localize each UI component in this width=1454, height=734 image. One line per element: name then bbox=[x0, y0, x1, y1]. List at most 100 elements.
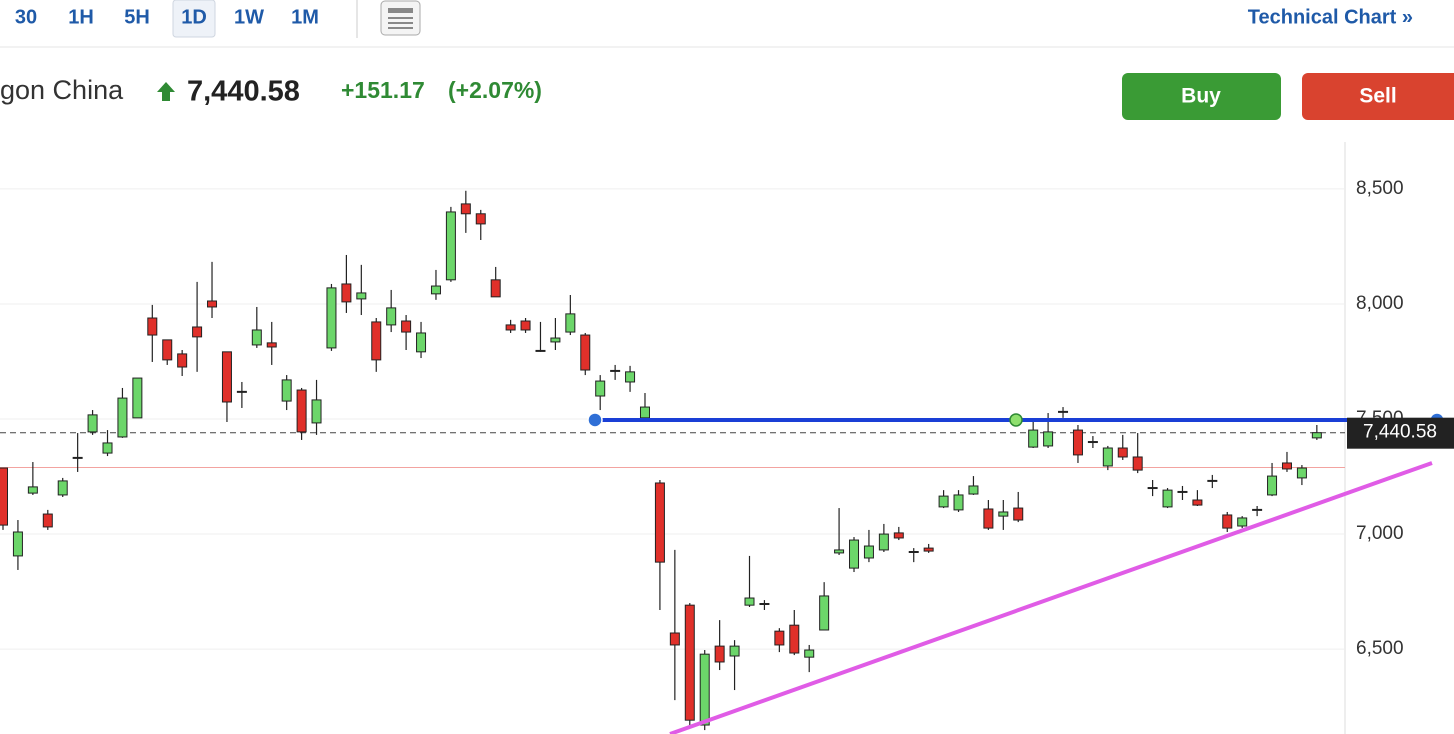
candle-body bbox=[849, 539, 860, 569]
candle-body bbox=[819, 595, 830, 631]
candle-body bbox=[938, 495, 949, 508]
candle-body bbox=[789, 624, 800, 654]
candle-body bbox=[192, 326, 203, 338]
up-arrow bbox=[157, 82, 175, 101]
candle-body bbox=[221, 351, 232, 403]
drawing-handle bbox=[587, 412, 603, 428]
candle-body bbox=[893, 532, 904, 539]
candle-body bbox=[595, 380, 606, 397]
technical-chart-link[interactable]: Technical Chart » bbox=[1248, 6, 1413, 28]
candle-body bbox=[565, 313, 576, 333]
candle-body bbox=[774, 630, 785, 646]
y-tick-label: 7,000 bbox=[1356, 523, 1404, 544]
candle-body bbox=[371, 321, 382, 361]
candle-body bbox=[341, 283, 352, 303]
buy-button[interactable]: Buy bbox=[1122, 73, 1281, 120]
candle-body bbox=[714, 645, 725, 663]
interval-button[interactable]: 1D bbox=[181, 6, 207, 28]
candle-body bbox=[460, 203, 471, 215]
candle-body bbox=[580, 334, 591, 371]
last-price-tag bbox=[1347, 417, 1454, 449]
interval-button[interactable]: 1H bbox=[68, 6, 94, 28]
sell-button[interactable]: Sell bbox=[1302, 73, 1454, 120]
candle-body bbox=[1192, 499, 1203, 506]
y-tick-label: 6,500 bbox=[1356, 638, 1404, 659]
candle-body bbox=[923, 547, 934, 552]
candle-body bbox=[490, 279, 501, 298]
buy-label: Buy bbox=[1181, 85, 1221, 108]
interval-button[interactable]: 1M bbox=[291, 6, 319, 28]
candle-body bbox=[87, 414, 98, 433]
candle-body bbox=[326, 287, 337, 349]
candle-body bbox=[1311, 432, 1322, 439]
interval-button[interactable]: 1W bbox=[234, 6, 264, 28]
candle-body bbox=[684, 604, 695, 721]
candle-body bbox=[1013, 507, 1024, 521]
candle-body bbox=[669, 632, 680, 646]
price: 7,440.58 bbox=[187, 76, 300, 108]
candle-body bbox=[162, 339, 173, 361]
candle-body bbox=[102, 442, 113, 454]
candle-body bbox=[1296, 467, 1307, 479]
layout-icon[interactable] bbox=[380, 0, 421, 36]
change-percent: (+2.07%) bbox=[448, 77, 542, 103]
candle-body bbox=[1028, 429, 1039, 448]
candle-body bbox=[57, 480, 68, 496]
candle-body bbox=[296, 389, 307, 433]
sell-label: Sell bbox=[1359, 85, 1396, 108]
interval-button[interactable]: 30 bbox=[15, 6, 37, 28]
candle-body bbox=[266, 342, 277, 348]
candle-body bbox=[1072, 429, 1083, 456]
candle-body bbox=[625, 371, 636, 383]
candle-body bbox=[132, 377, 143, 419]
candle-body bbox=[42, 513, 53, 528]
candle-body bbox=[804, 649, 815, 658]
candle-body bbox=[1267, 475, 1278, 496]
candle-body bbox=[729, 645, 740, 657]
candle-body bbox=[834, 549, 845, 554]
candle-body bbox=[416, 332, 427, 353]
candle-body bbox=[207, 300, 218, 308]
candle-body bbox=[998, 511, 1009, 517]
candle-body bbox=[968, 485, 979, 495]
candle-body bbox=[878, 533, 889, 551]
candle-body bbox=[1117, 447, 1128, 458]
candle-body bbox=[550, 337, 561, 343]
trend-line bbox=[669, 461, 1433, 734]
y-tick-label: 8,000 bbox=[1356, 293, 1404, 314]
candle-body bbox=[1237, 517, 1248, 527]
candle-body bbox=[639, 406, 650, 419]
candle-body bbox=[475, 213, 486, 225]
candle-body bbox=[699, 653, 710, 726]
candle-body bbox=[863, 545, 874, 559]
candle-body bbox=[386, 307, 397, 326]
candle-body bbox=[147, 317, 158, 336]
candle-body bbox=[445, 211, 456, 281]
candle-body bbox=[177, 353, 188, 368]
candle-body bbox=[1102, 447, 1113, 467]
y-tick-label: 8,500 bbox=[1356, 178, 1404, 199]
candle-body bbox=[251, 329, 262, 346]
candle-body bbox=[401, 320, 412, 333]
candle-body bbox=[520, 320, 531, 331]
candle-body bbox=[356, 292, 367, 300]
last-price-label: 7,440.58 bbox=[1363, 422, 1437, 443]
candle-body bbox=[27, 486, 38, 494]
candle-body bbox=[311, 399, 322, 424]
candle-body bbox=[1132, 456, 1143, 471]
candle-body bbox=[983, 508, 994, 529]
candle-body bbox=[117, 397, 128, 438]
candle-body bbox=[505, 324, 516, 331]
candle-body bbox=[12, 531, 23, 557]
candle-body bbox=[1043, 431, 1054, 447]
candle-body bbox=[1281, 462, 1292, 470]
drawing-handle bbox=[1009, 413, 1023, 427]
interval-button[interactable]: 5H bbox=[124, 6, 150, 28]
instrument-name: gon China bbox=[0, 75, 124, 105]
change: +151.17 bbox=[341, 77, 425, 103]
candle-body bbox=[0, 467, 8, 526]
candle-body bbox=[744, 597, 755, 606]
candle-body bbox=[281, 379, 292, 402]
